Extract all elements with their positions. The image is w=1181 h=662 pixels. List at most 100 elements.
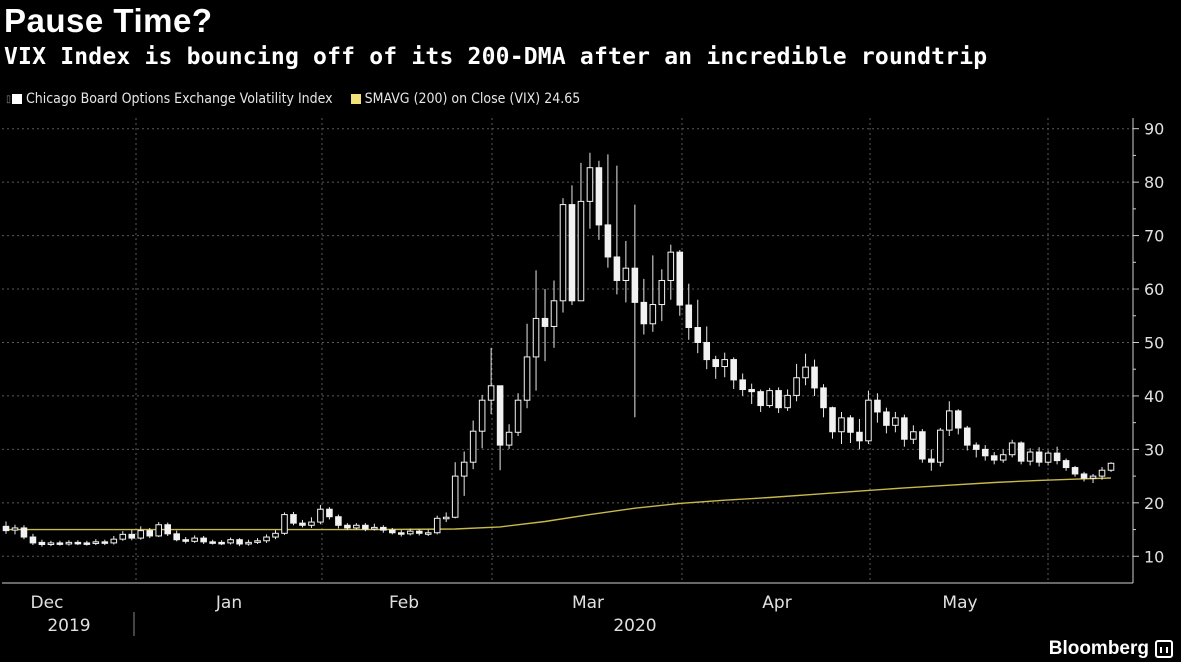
candle-body	[56, 542, 64, 545]
candle-body	[559, 204, 567, 302]
candle-body	[137, 530, 145, 539]
candle-body	[577, 200, 585, 302]
candle-body	[784, 394, 791, 409]
y-tick-label: 60	[1144, 280, 1164, 299]
y-tick-label: 80	[1144, 173, 1164, 192]
candle-body	[128, 533, 136, 539]
candle-body	[820, 387, 827, 409]
candle-body	[146, 530, 154, 537]
candle-body	[1098, 469, 1106, 477]
candle-body	[83, 542, 91, 545]
y-tick-label: 20	[1144, 494, 1164, 513]
x-month-label: Apr	[762, 593, 791, 613]
candle-body	[910, 431, 917, 440]
candle-body	[712, 359, 720, 368]
candle-body	[164, 524, 171, 535]
candle-body	[856, 431, 863, 442]
candle-body	[218, 541, 225, 545]
candle-body	[928, 458, 935, 463]
candle-body	[649, 304, 657, 325]
candle-body	[29, 536, 37, 544]
candle-body	[721, 359, 728, 368]
candle-body	[1044, 452, 1052, 463]
candle-body	[326, 508, 333, 518]
candle-body	[335, 516, 342, 526]
candle-body	[119, 533, 127, 540]
candle-body	[290, 514, 297, 524]
candle-body	[694, 327, 702, 343]
candle-body	[389, 529, 396, 534]
x-year-label: 2020	[613, 616, 656, 636]
candle-body	[353, 524, 360, 529]
grid	[2, 118, 1133, 583]
candle-body	[793, 377, 800, 396]
chart-title: Pause Time?	[4, 2, 213, 39]
candle-body	[1089, 475, 1097, 479]
x-month-label: Jan	[215, 593, 242, 613]
candle-body	[865, 399, 872, 442]
y-tick-label: 10	[1144, 547, 1164, 566]
candle-body	[1071, 467, 1079, 475]
candle-body	[990, 455, 998, 461]
y-axis: 10 20 30 40 50 60 70 80 90	[1132, 118, 1164, 583]
candle-body	[981, 448, 989, 457]
candle-body	[1035, 451, 1043, 463]
x-month-label: Feb	[389, 593, 419, 613]
candle-body	[972, 444, 980, 450]
candle-body	[676, 251, 684, 306]
candle-body	[299, 522, 306, 526]
candle-body	[65, 541, 73, 545]
candle-body	[541, 317, 549, 327]
candle-body	[191, 537, 198, 542]
legend-label-sma: SMAVG (200) on Close (VIX) 24.65	[364, 91, 581, 107]
candle-body	[532, 317, 540, 358]
candle-body	[442, 516, 450, 520]
x-axis: Dec 2019 Jan Feb Mar 2020 Apr May	[2, 582, 1133, 636]
candle-body	[263, 536, 270, 542]
candle-body	[182, 539, 189, 542]
x-year-label: 2019	[47, 616, 90, 636]
candle-body	[595, 167, 603, 226]
candle-body	[362, 524, 369, 530]
candle-body	[802, 366, 809, 379]
candle-body	[74, 541, 82, 545]
candle-body	[505, 431, 513, 446]
candle-body	[209, 541, 216, 544]
candle-body	[874, 399, 881, 413]
candle-body	[272, 532, 279, 538]
candle-body	[847, 417, 854, 433]
candle-body	[487, 385, 495, 401]
y-tick-label: 40	[1144, 387, 1164, 406]
candle-body	[892, 417, 899, 426]
chart-subtitle: VIX Index is bouncing off of its 200-DMA…	[4, 44, 988, 70]
candle-body	[1017, 442, 1025, 462]
bloomberg-wordmark: Bloomberg	[1048, 638, 1149, 659]
candle-body	[47, 542, 55, 546]
candle-body	[415, 530, 423, 534]
candle-body	[757, 391, 764, 407]
candle-body	[685, 304, 693, 329]
candle-body	[829, 407, 836, 433]
candle-body	[496, 385, 504, 446]
candle-body	[999, 454, 1007, 461]
candle-body	[622, 267, 630, 281]
candle-body	[281, 514, 288, 534]
candle-body	[954, 410, 962, 429]
candle-body	[371, 526, 378, 530]
candle-body	[424, 532, 432, 535]
candle-body	[775, 390, 782, 409]
candle-body	[604, 224, 612, 258]
x-month-label: May	[942, 593, 977, 613]
candle-body	[317, 508, 324, 523]
candle-body	[631, 267, 639, 303]
candle-body	[308, 521, 315, 526]
legend-swatch-sma	[350, 94, 361, 104]
y-tick-label: 50	[1144, 333, 1164, 352]
candle-body	[838, 417, 845, 433]
candle-body	[1026, 451, 1034, 462]
x-month-label: Mar	[572, 593, 604, 613]
candle-body	[1053, 452, 1061, 462]
x-month-label: Dec	[31, 593, 64, 613]
y-tick-label: 90	[1144, 120, 1164, 139]
candle-body	[1062, 460, 1070, 469]
